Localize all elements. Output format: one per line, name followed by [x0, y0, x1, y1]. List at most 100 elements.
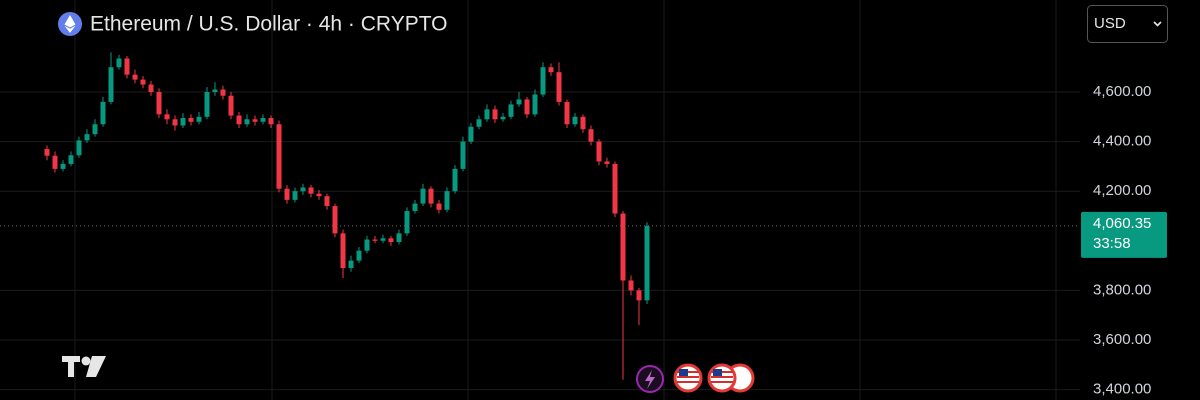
y-tick-label: 3,400.00 [1093, 381, 1151, 398]
candle-body [524, 99, 530, 115]
candle-body [428, 188, 434, 204]
logo-part [81, 356, 91, 366]
candle-body [172, 119, 178, 126]
candle-body [540, 67, 546, 95]
candle-body [284, 188, 290, 200]
candle-body [100, 101, 106, 125]
candle-body [148, 84, 154, 93]
candle-body [580, 116, 586, 130]
candle-body [588, 129, 594, 142]
candle-body [532, 94, 538, 115]
candle-body [340, 233, 346, 269]
event-us[interactable] [673, 363, 755, 393]
candle-body [356, 250, 362, 261]
flag-canton [679, 369, 688, 376]
candle-body [140, 79, 146, 85]
candle-body [52, 155, 58, 169]
logo-part [68, 356, 74, 377]
candles [44, 52, 650, 380]
candle-body [628, 280, 634, 291]
candle-body [308, 187, 314, 194]
event-flash-icon[interactable] [645, 370, 655, 389]
dropdown-arrow[interactable] [1153, 21, 1162, 27]
candle-body [420, 188, 426, 204]
last-price-label: 4,060.35 [1093, 215, 1151, 232]
flag-canton [713, 369, 722, 376]
countdown-label: 33:58 [1093, 235, 1131, 252]
candle-body [492, 109, 498, 120]
candle-body [612, 163, 618, 214]
candle-body [500, 116, 506, 120]
candle-body [372, 239, 378, 241]
ethereum-glyph [64, 15, 76, 33]
y-tick-label: 3,800.00 [1093, 281, 1151, 298]
candle-body [252, 119, 258, 122]
candle-body [44, 149, 50, 156]
candle-body [108, 67, 114, 102]
candle-body [212, 89, 218, 93]
candle-body [324, 196, 330, 207]
currency-label[interactable]: USD [1094, 15, 1126, 32]
candle-body [244, 119, 250, 125]
candle-body [92, 124, 98, 135]
candle-body [380, 238, 386, 241]
currency-select[interactable]: USD [1087, 5, 1168, 43]
candle-body [548, 67, 554, 73]
candle-body [468, 126, 474, 142]
time-grid [74, 0, 1057, 400]
candle-body [164, 114, 170, 120]
y-tick-label: 4,600.00 [1093, 83, 1151, 100]
candle-body [484, 109, 490, 120]
y-tick-label: 4,400.00 [1093, 133, 1151, 150]
candle-body [268, 118, 274, 125]
event-markers[interactable] [636, 363, 755, 393]
candle-body [132, 74, 138, 80]
y-tick-label: 4,200.00 [1093, 182, 1151, 199]
candle-body [300, 187, 306, 192]
candle-body [116, 58, 122, 68]
candle-body [316, 193, 322, 197]
candle-body [596, 141, 602, 162]
candle-body [348, 260, 354, 269]
candle-body [604, 161, 610, 164]
candle-body [236, 115, 242, 125]
candle-body [452, 168, 458, 192]
price-grid [0, 91, 1080, 391]
candle-body [188, 118, 194, 122]
candle-body [292, 191, 298, 200]
candle-body [396, 233, 402, 243]
overlay: 3,400.00 3,600.00 3,800.00 4,200.00 4,400.00… [0, 83, 1167, 398]
candle-body [180, 118, 186, 126]
candle-body [196, 116, 202, 122]
candle-body [276, 124, 282, 189]
candle-body [60, 163, 66, 169]
candle-body [508, 104, 514, 117]
candle-body [636, 290, 642, 301]
candle-body [644, 225, 650, 301]
logo-part [86, 356, 106, 377]
candle-body [260, 118, 266, 122]
candle-body [412, 203, 418, 212]
candle-body [84, 134, 90, 141]
candle-body [156, 92, 162, 115]
chart-title: Ethereum / U.S. Dollar · 4h · CRYPTO [90, 13, 448, 36]
candle-body [556, 72, 562, 102]
candle-body [76, 140, 82, 156]
candle-body [124, 58, 130, 75]
candle-body [444, 191, 450, 210]
candle-body [364, 239, 370, 251]
candle-body [476, 119, 482, 127]
candle-body [332, 206, 338, 234]
symbol-header: Ethereum / U.S. Dollar · 4h · CRYPTO [58, 12, 448, 36]
candle-body [204, 92, 210, 117]
currency-box[interactable] [1087, 5, 1168, 43]
candle-body [388, 238, 394, 243]
candle-body [572, 116, 578, 125]
candle-body [436, 203, 442, 210]
y-tick-label: 3,600.00 [1093, 331, 1151, 348]
candle-body [220, 89, 226, 96]
candle-body [460, 141, 466, 169]
tradingview-logo [62, 356, 106, 377]
